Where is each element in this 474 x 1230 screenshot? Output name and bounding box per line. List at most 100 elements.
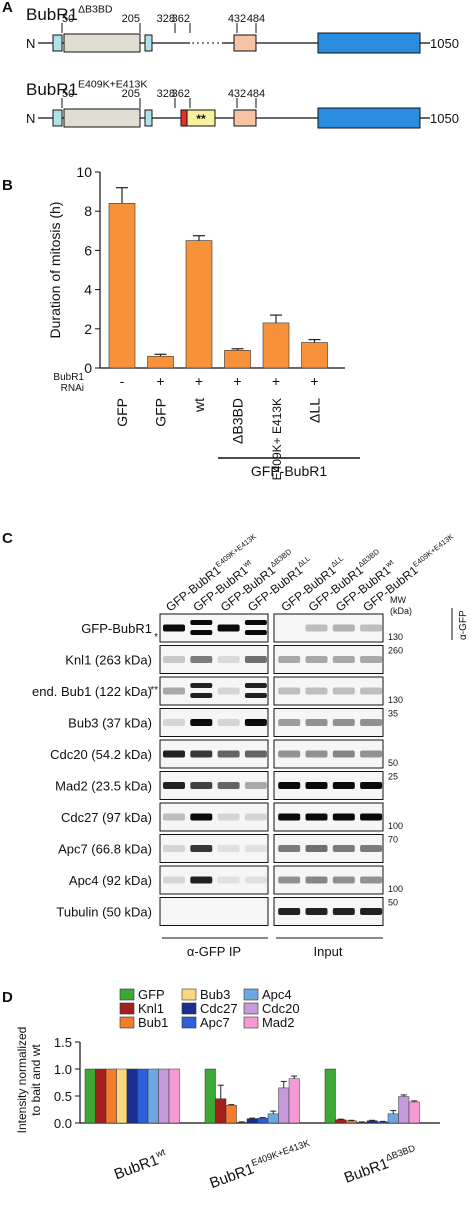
band [360,656,383,663]
row-mark: * [154,632,158,643]
construct-name-sup: ΔB3BD [78,3,113,15]
domain [144,34,153,52]
band [190,693,213,698]
band [190,620,213,625]
domain [186,109,216,127]
legend-label: Cdc27 [200,1001,238,1016]
band [305,750,328,758]
bar [387,1113,399,1124]
y-tick-label: 8 [84,203,92,219]
band [332,656,355,663]
band [305,687,328,695]
band [278,750,301,758]
band [332,845,355,852]
band [360,719,383,726]
group-label: α-GFP IP [187,944,241,959]
band [360,845,383,852]
band [305,908,328,915]
legend-swatch [243,1016,259,1029]
position-label: 432 [228,88,246,100]
band [217,813,240,821]
band [244,782,267,789]
mw-label: 50 [388,758,398,768]
lane-label-sup: ΔB3BD [356,547,381,569]
bar [366,1120,378,1124]
mw-label: 130 [388,632,403,642]
bar [224,350,251,369]
legend-label: Apc4 [262,987,292,1002]
rnai-sign: + [272,373,280,389]
band [163,719,185,726]
band [360,813,383,821]
legend-swatch [181,1002,197,1015]
bar [262,322,290,369]
y-tick-label: 1.5 [54,1035,72,1050]
panel-label: D [2,989,13,1006]
row-label: Tubulin (50 kDa) [56,905,152,920]
legend-label: Knl1 [138,1001,164,1016]
x-tick-label: GFP [153,398,169,427]
bar [215,1098,227,1124]
bar [147,355,174,369]
row-label: end. Bub1 (122 kDa) [32,684,152,699]
legend-swatch [243,1002,259,1015]
bar [335,1119,347,1124]
x-tick-label-sup: E409K+E413K [250,1138,312,1169]
band [244,750,267,758]
position-label: 362 [172,13,190,25]
mw-label: 35 [388,709,398,719]
band [244,876,267,884]
legend-label: Apc7 [200,1015,230,1030]
band [305,624,328,632]
x-tick-label: BubR1E409K+E413K [207,1138,315,1193]
domain [317,107,421,129]
band [217,687,240,695]
end-label: 1050 [430,111,459,126]
band [190,782,213,789]
rnai-sign: - [120,373,125,389]
band [190,656,213,663]
bar [158,1068,170,1124]
row-label: Cdc20 (54.2 kDa) [50,747,152,762]
band [190,719,213,726]
legend-label: Cdc20 [262,1001,300,1016]
rnai-sign: + [156,373,164,389]
mw-header: (kDa) [390,606,412,616]
bar [116,1068,128,1124]
bar [301,342,328,369]
band [332,782,355,789]
band [278,908,301,915]
row-mark: ** [150,685,158,696]
construct-name: BubR1ΔB3BD [26,3,113,24]
x-tick-label-base: BubR1 [112,1152,161,1184]
band [190,845,213,852]
band [163,782,185,789]
position-label: 50 [62,13,74,25]
bar [126,1068,138,1124]
rnai-label: BubR1 [53,372,84,383]
blot-frame [159,897,269,926]
domain [52,34,63,52]
bar [377,1121,389,1124]
band [332,908,355,915]
x-tick-label: wt [191,398,207,413]
domain [144,109,153,127]
bar [108,203,136,369]
band [332,687,355,695]
bar [398,1096,410,1124]
band [190,813,213,821]
row-label: Bub3 (37 kDa) [68,716,152,731]
band [305,813,328,821]
n-term: N [26,36,35,51]
band [244,813,267,821]
mw-label: 70 [388,835,398,845]
band [278,782,301,789]
domain [317,32,421,54]
lane-label-sup: ΔB3BD [268,547,293,569]
domain [63,108,141,128]
mw-label: 100 [388,884,403,894]
end-label: 1050 [430,36,459,51]
band [190,876,213,884]
mw-label: 130 [388,695,403,705]
domain [52,109,63,127]
